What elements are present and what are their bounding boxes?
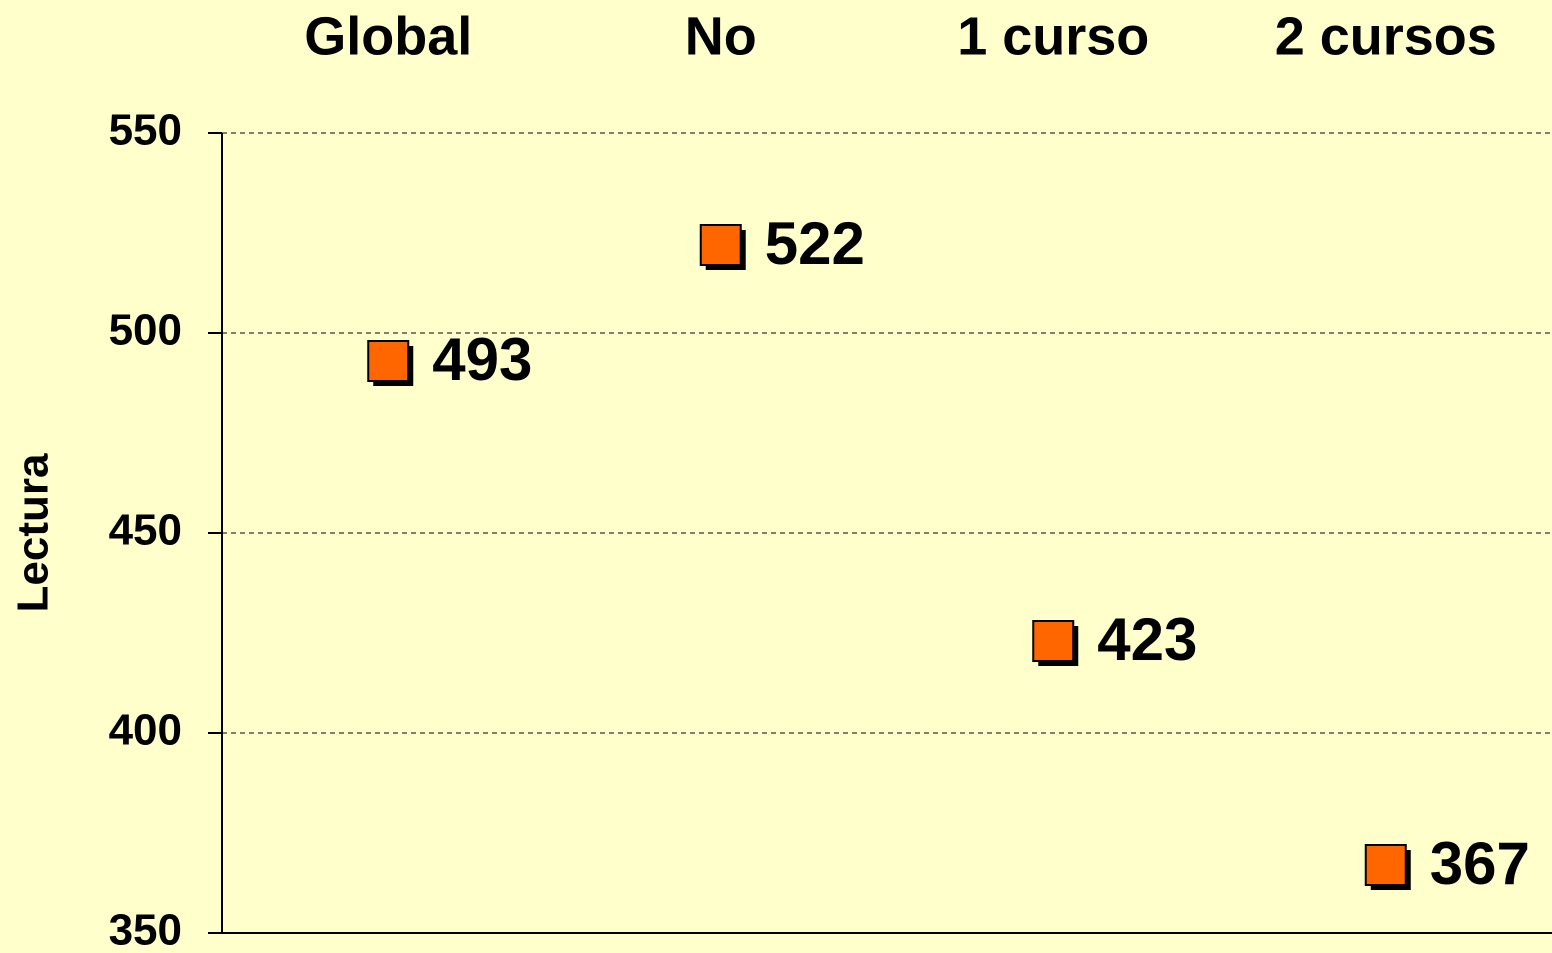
- y-tick-label: 350: [109, 906, 182, 953]
- y-tick-label: 500: [109, 306, 182, 355]
- data-label: 493: [432, 326, 532, 393]
- marker: [1032, 620, 1075, 662]
- marker: [367, 340, 410, 382]
- data-label: 522: [765, 210, 865, 277]
- data-label: 367: [1430, 830, 1530, 897]
- marker: [699, 224, 742, 266]
- x-tick-label: 2 cursos: [1275, 6, 1497, 66]
- y-tick-label: 550: [109, 106, 182, 155]
- x-tick-label: Global: [304, 6, 472, 66]
- x-tick-label: No: [685, 6, 757, 66]
- y-tick-label: 400: [109, 706, 182, 755]
- y-tick-label: 450: [109, 506, 182, 555]
- y-axis-label: Lectura: [9, 453, 58, 612]
- marker: [1364, 844, 1407, 886]
- data-label: 423: [1097, 606, 1197, 673]
- x-tick-label: 1 curso: [957, 6, 1149, 66]
